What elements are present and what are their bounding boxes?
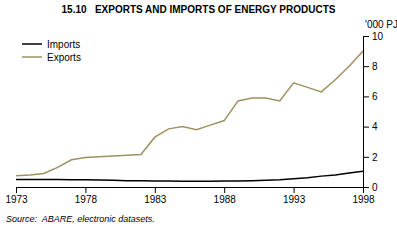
tick-mark: [363, 96, 369, 97]
tick-mark: [363, 66, 369, 67]
axis-domain: [17, 188, 364, 194]
tick: 1983: [144, 187, 167, 205]
legend: Imports Exports: [22, 39, 81, 63]
legend-item: Imports: [22, 39, 80, 50]
series-line: [16, 51, 363, 176]
tick-mark: [363, 36, 369, 37]
tick-mark: [155, 187, 156, 193]
series-line: [16, 171, 363, 181]
axis-label: '000 PJ: [365, 19, 397, 30]
legend-swatch: [22, 43, 42, 45]
legend-item: Exports: [22, 52, 81, 63]
tick-label: 4: [372, 121, 378, 132]
tick-mark: [363, 157, 369, 158]
tick-mark: [85, 187, 86, 193]
tick-mark: [224, 187, 225, 193]
tick: 1993: [283, 187, 306, 205]
plot: 1973 1978 1983 1988 1993 19980 2 4 6 8 10 Imports Ex…: [5, 31, 383, 205]
annotation: Source: ABARE, electronic datasets.: [6, 214, 155, 224]
legend-swatch: [22, 56, 42, 58]
axis-domain: [364, 37, 370, 188]
tick: 10: [363, 31, 384, 42]
tick-label: 0: [372, 182, 378, 193]
tick-label: 8: [372, 61, 378, 72]
chart: 15.10 EXPORTS AND IMPORTS OF ENERGY PROD…: [0, 0, 397, 227]
tick-mark: [363, 187, 369, 188]
tick: 1988: [214, 187, 237, 205]
tick-label: 1998: [352, 194, 375, 205]
tick: 1978: [75, 187, 98, 205]
tick-label: 1993: [283, 194, 306, 205]
y-axis: 0 2 4 6 8 10: [363, 31, 384, 193]
tick-label: 6: [372, 91, 378, 102]
tick: 1973: [5, 187, 28, 205]
tick-label: 1983: [144, 194, 167, 205]
legend-label: Exports: [47, 52, 81, 63]
lines: [16, 51, 363, 181]
tick-mark: [294, 187, 295, 193]
x-axis: 1973 1978 1983 1988 1993 1998: [5, 187, 375, 205]
tick: 2: [363, 152, 378, 163]
tick: 0: [363, 182, 378, 193]
tick: 8: [363, 61, 378, 72]
tick-mark: [16, 187, 17, 193]
tick-label: 2: [372, 152, 378, 163]
legend-label: Imports: [47, 39, 80, 50]
tick-label: 1978: [75, 194, 98, 205]
tick-mark: [363, 127, 369, 128]
tick: 4: [363, 121, 378, 132]
tick-label: 1973: [5, 194, 28, 205]
tick: 6: [363, 91, 378, 102]
title: 15.10 EXPORTS AND IMPORTS OF ENERGY PROD…: [62, 4, 336, 15]
tick-label: 1988: [214, 194, 237, 205]
tick-label: 10: [372, 31, 384, 42]
